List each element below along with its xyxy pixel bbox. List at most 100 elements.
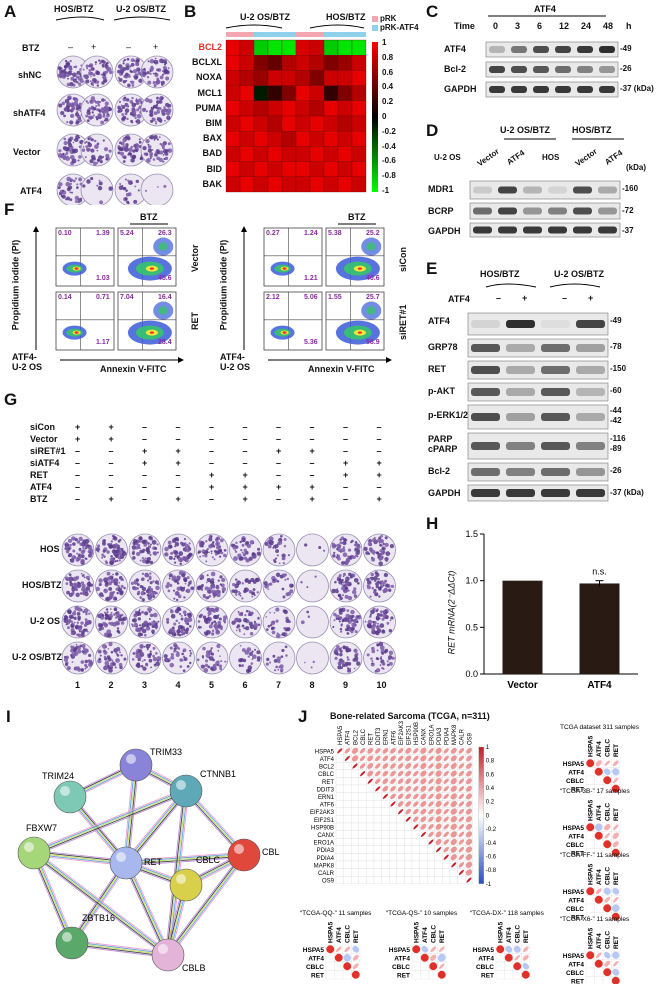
heatmap-cell (295, 161, 311, 177)
corr-ellipse (398, 809, 404, 815)
blot-band (577, 66, 593, 73)
blot-band (533, 86, 549, 93)
corr-ellipse (443, 755, 449, 762)
blot-e-row-label: Bcl-2 (428, 466, 451, 476)
subset-col-label: HSPA5 (588, 799, 595, 821)
flow-quadrant-value: 1.55 (328, 294, 342, 301)
bar (502, 580, 543, 674)
corr-scale-tick: 0 (486, 813, 490, 819)
bar-chart: 0.0 0.5 1.0 1.5 Vector ATF4 n.s. (465, 529, 638, 691)
corr-ellipse (390, 763, 396, 769)
heatmap-group-hos: HOS/BTZ (326, 12, 366, 22)
time-point: 0 (493, 21, 499, 31)
subset-corr-mark (611, 976, 620, 984)
corr-ellipse (450, 823, 457, 830)
subset-title: “TCGA-DX-” 118 samples (470, 910, 545, 917)
corr-ellipse (382, 778, 389, 785)
subset-corr-mark (611, 912, 620, 921)
subset-col-label: RET (613, 872, 620, 885)
blot-band (576, 388, 605, 396)
corr-ellipse (420, 747, 427, 754)
subset-row-label: RET (397, 973, 410, 980)
heatmap-scale-tick: 0.6 (382, 67, 394, 77)
corr-ellipse (435, 808, 442, 815)
heatmap-cell (295, 70, 311, 86)
blot-band (506, 442, 535, 450)
colony-row-label: U-2 OS/BTZ (12, 652, 63, 662)
colony-dish (80, 93, 114, 127)
network-edge (33, 790, 187, 854)
corr-ellipse (443, 748, 449, 754)
panel-label-h: H (426, 514, 439, 533)
heatmap-cell (253, 85, 269, 101)
colony-dish (140, 93, 174, 127)
heatmap-scale-tick: -0.6 (382, 156, 396, 166)
network-edge (34, 851, 170, 955)
panel-i: I TRIM33 TRIM24 CTNNB1 FBXW7 RET CBL CBLC ZBTB1… (0, 705, 300, 984)
corr-ellipse (405, 793, 412, 800)
subset-corr-mark (595, 760, 602, 767)
subset-row-label: ATF4 (568, 962, 584, 969)
subset-row-label: ATF4 (568, 834, 584, 841)
corr-ellipse (428, 755, 434, 762)
corr-ellipse (382, 763, 389, 769)
colony-dish (195, 605, 229, 639)
subset-title: “TCGA-FF-” 11 samples (560, 852, 630, 859)
subset-row-label: HSPA5 (563, 825, 585, 832)
corr-row-label: OS9 (322, 879, 335, 885)
subset-corr-mark (611, 904, 620, 913)
corr-scale-tick: -1 (486, 882, 492, 888)
treatment-sign: + (376, 458, 382, 468)
panel-label-f: F (4, 200, 15, 219)
subset-col-label: ATF4 (596, 741, 603, 757)
subset-row-label: CBLC (566, 970, 584, 977)
treatment-sign: – (175, 422, 181, 432)
btz-sign-1: – (68, 42, 74, 52)
corr-ellipse (465, 823, 473, 830)
blot-band (471, 344, 500, 352)
corr-ellipse (450, 838, 457, 846)
subset-row-label: CBLC (566, 778, 584, 785)
network-node-label: ZBTB16 (82, 913, 115, 923)
heatmap-cell (281, 100, 297, 117)
heatmap-scale-tick: 1 (382, 38, 387, 47)
blot-band (473, 186, 492, 194)
corr-row-label: MAPK8 (314, 863, 335, 869)
network-edge (126, 857, 245, 867)
treatment-sign: – (276, 422, 282, 432)
lane-number: 2 (108, 680, 114, 690)
colony-dish (114, 55, 148, 89)
chart-ylabel: RET mRNA(2⁻ΔΔCt) (446, 570, 457, 655)
corr-ellipse (465, 800, 473, 808)
heatmap-cell (309, 70, 325, 86)
blot-band (506, 489, 535, 497)
subset-col-label: RET (439, 930, 446, 943)
treatment-sign: + (309, 446, 315, 456)
colony-dish (162, 641, 195, 675)
heatmap-scale-tick: 0.4 (382, 82, 394, 92)
flow-quadrant-value: 45.6 (158, 275, 172, 282)
colony-dish (95, 605, 128, 639)
corr-ellipse (435, 800, 442, 808)
corr-ellipse (359, 748, 366, 754)
heatmap-cell (309, 85, 325, 101)
blot-band (506, 344, 535, 352)
heatmap-cell (309, 176, 325, 193)
network-edge (35, 851, 75, 943)
subset-row-label: ATF4 (394, 956, 410, 963)
panel-g-graphic (61, 533, 396, 675)
flow-quadrant-value: 1.17 (96, 339, 110, 346)
corr-row-label: CBLC (318, 772, 335, 778)
heatmap-row-label: BAX (202, 133, 222, 144)
subset-col-label: CBLC (605, 739, 612, 757)
subset-corr-mark (604, 832, 611, 839)
subset-col-label: HSPA5 (328, 921, 335, 943)
colony-row-label: HOS (40, 544, 60, 554)
treatment-sign: – (142, 482, 148, 492)
subset-corr-mark (603, 968, 612, 977)
heatmap-cell (225, 55, 241, 71)
corr-ellipse (450, 747, 457, 754)
network-node-label: CBLC (196, 855, 221, 865)
treatment-label: siCon (30, 422, 56, 432)
corr-ellipse (458, 748, 465, 754)
